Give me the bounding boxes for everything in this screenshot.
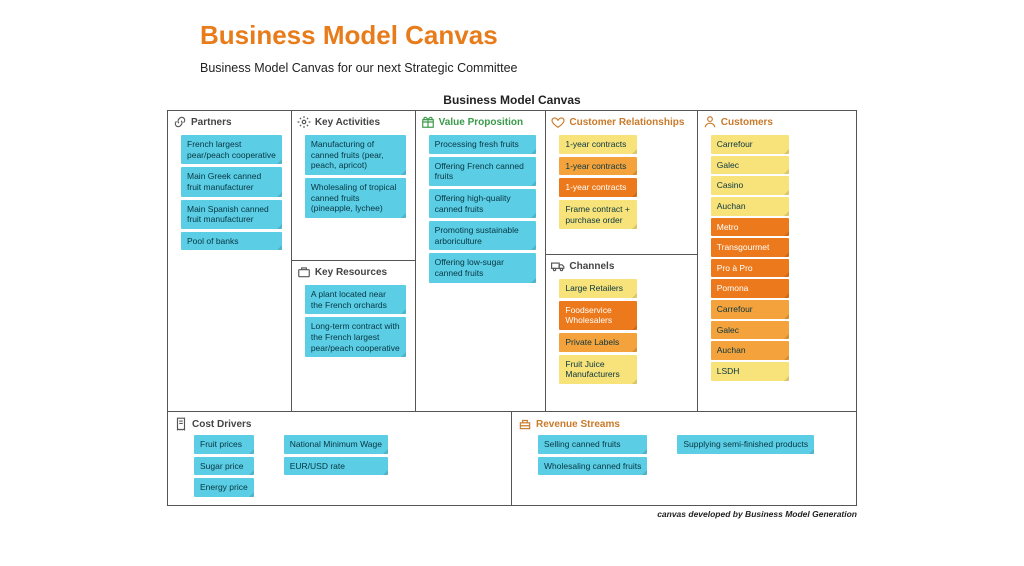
note: 1-year contracts [559, 157, 637, 176]
block-key-activities: Key Activities Manufacturing of canned f… [292, 111, 415, 261]
block-label: Key Activities [315, 117, 380, 128]
note: Wholesaling canned fruits [538, 457, 647, 476]
note: Fruit prices [194, 435, 254, 454]
note: 1-year contracts [559, 135, 637, 154]
gift-icon [421, 115, 435, 129]
note: Selling canned fruits [538, 435, 647, 454]
note: Energy price [194, 478, 254, 497]
block-partners: Partners French largest pear/peach coope… [168, 111, 291, 411]
note: LSDH [711, 362, 789, 381]
note: Galec [711, 321, 789, 340]
block-revenue-streams: Revenue Streams Selling canned fruits Wh… [512, 412, 856, 505]
cash-register-icon [518, 417, 532, 431]
truck-icon [551, 259, 565, 273]
note: Carrefour [711, 300, 789, 319]
block-label: Channels [569, 261, 614, 272]
block-label: Cost Drivers [192, 419, 251, 430]
note: Wholesaling of tropical canned fruits (p… [305, 178, 406, 218]
note: Supplying semi-finished products [677, 435, 814, 454]
canvas-container: Business Model Canvas Partners French la… [167, 93, 857, 519]
note: Main Greek canned fruit manufacturer [181, 167, 282, 196]
note: Sugar price [194, 457, 254, 476]
block-key-resources: Key Resources A plant located near the F… [292, 261, 415, 411]
note: Foodservice Wholesalers [559, 301, 637, 330]
note: Pro à Pro [711, 259, 789, 278]
note: Large Retailers [559, 279, 637, 298]
block-value-proposition: Value Proposition Processing fresh fruit… [416, 111, 546, 411]
block-label: Partners [191, 117, 232, 128]
block-label: Revenue Streams [536, 419, 620, 430]
business-model-canvas: Partners French largest pear/peach coope… [167, 110, 857, 506]
note: Manufacturing of canned fruits (pear, pe… [305, 135, 406, 175]
note: Offering high-quality canned fruits [429, 189, 537, 218]
heart-icon [551, 115, 565, 129]
note: Auchan [711, 197, 789, 216]
note: Long-term contract with the French large… [305, 317, 406, 357]
block-customer-relationships: Customer Relationships 1-year contracts 1… [546, 111, 696, 255]
note: Fruit Juice Manufacturers [559, 355, 637, 384]
canvas-attribution: canvas developed by Business Model Gener… [167, 509, 857, 519]
note: Promoting sustainable arboriculture [429, 221, 537, 250]
note: Transgourmet [711, 238, 789, 257]
note: Private Labels [559, 333, 637, 352]
block-customers: Customers CarrefourGalecCasinoAuchanMetr… [698, 111, 856, 411]
note: Main Spanish canned fruit manufacturer [181, 200, 282, 229]
note: Pool of banks [181, 232, 282, 251]
block-label: Customer Relationships [569, 117, 684, 128]
toolbox-icon [297, 265, 311, 279]
note: Casino [711, 176, 789, 195]
note: A plant located near the French orchards [305, 285, 406, 314]
canvas-title: Business Model Canvas [167, 93, 857, 107]
note: Carrefour [711, 135, 789, 154]
receipt-icon [174, 417, 188, 431]
note: Auchan [711, 341, 789, 360]
person-icon [703, 115, 717, 129]
link-icon [173, 115, 187, 129]
gears-icon [297, 115, 311, 129]
note: Processing fresh fruits [429, 135, 537, 154]
note: 1-year contracts [559, 178, 637, 197]
note: Offering low-sugar canned fruits [429, 253, 537, 282]
note: EUR/USD rate [284, 457, 388, 476]
note: Pomona [711, 279, 789, 298]
block-cost-drivers: Cost Drivers Fruit prices Sugar price En… [168, 412, 512, 505]
note: Metro [711, 218, 789, 237]
note: National Minimum Wage [284, 435, 388, 454]
block-label: Customers [721, 117, 773, 128]
block-channels: Channels Large Retailers Foodservice Whol… [546, 255, 696, 411]
note: Galec [711, 156, 789, 175]
note: Offering French canned fruits [429, 157, 537, 186]
page-title: Business Model Canvas [200, 20, 994, 51]
note: Frame contract + purchase order [559, 200, 637, 229]
block-label: Key Resources [315, 267, 387, 278]
note: French largest pear/peach cooperative [181, 135, 282, 164]
block-label: Value Proposition [439, 117, 523, 128]
page-subtitle: Business Model Canvas for our next Strat… [200, 61, 994, 75]
